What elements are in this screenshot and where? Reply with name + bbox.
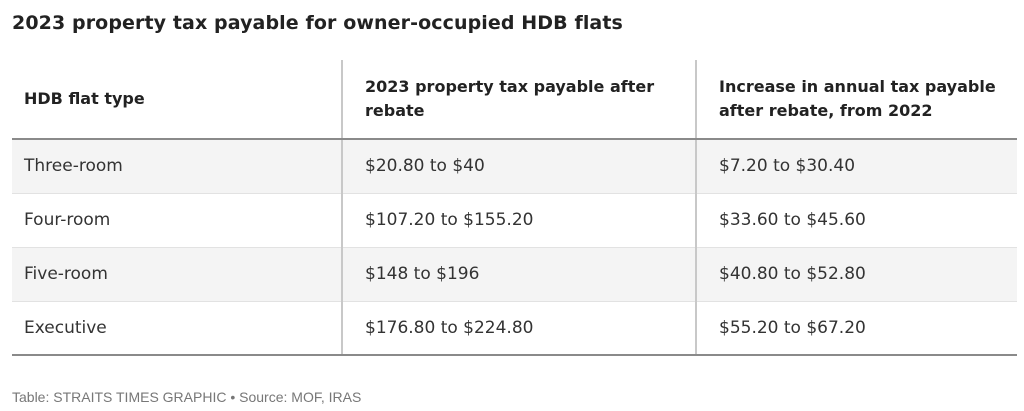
- source-footer: Table: STRAITS TIMES GRAPHIC • Source: M…: [12, 389, 362, 405]
- property-tax-table: HDB flat type 2023 property tax payable …: [12, 60, 1017, 356]
- table-row: Four-room $107.20 to $155.20 $33.60 to $…: [12, 193, 1017, 248]
- cell-tax-increase: $33.60 to $45.60: [695, 193, 1017, 248]
- cell-tax-payable: $20.80 to $40: [341, 139, 696, 194]
- cell-flat-type: Four-room: [12, 193, 342, 248]
- cell-tax-increase: $7.20 to $30.40: [695, 139, 1017, 194]
- cell-tax-payable: $148 to $196: [341, 247, 696, 302]
- table-row: Three-room $20.80 to $40 $7.20 to $30.40: [12, 139, 1017, 194]
- header-flat-type: HDB flat type: [12, 60, 342, 140]
- table-header-row: HDB flat type 2023 property tax payable …: [12, 60, 1017, 140]
- table-row: Five-room $148 to $196 $40.80 to $52.80: [12, 247, 1017, 302]
- cell-tax-increase: $40.80 to $52.80: [695, 247, 1017, 302]
- header-tax-increase: Increase in annual tax payable after reb…: [695, 60, 1017, 140]
- header-tax-payable: 2023 property tax payable after rebate: [341, 60, 696, 140]
- cell-tax-payable: $176.80 to $224.80: [341, 301, 696, 356]
- cell-flat-type: Three-room: [12, 139, 342, 194]
- cell-flat-type: Five-room: [12, 247, 342, 302]
- cell-tax-increase: $55.20 to $67.20: [695, 301, 1017, 356]
- table-title: 2023 property tax payable for owner-occu…: [12, 12, 623, 34]
- cell-flat-type: Executive: [12, 301, 342, 356]
- data-table-container: HDB flat type 2023 property tax payable …: [12, 60, 1017, 356]
- table-row: Executive $176.80 to $224.80 $55.20 to $…: [12, 301, 1017, 356]
- cell-tax-payable: $107.20 to $155.20: [341, 193, 696, 248]
